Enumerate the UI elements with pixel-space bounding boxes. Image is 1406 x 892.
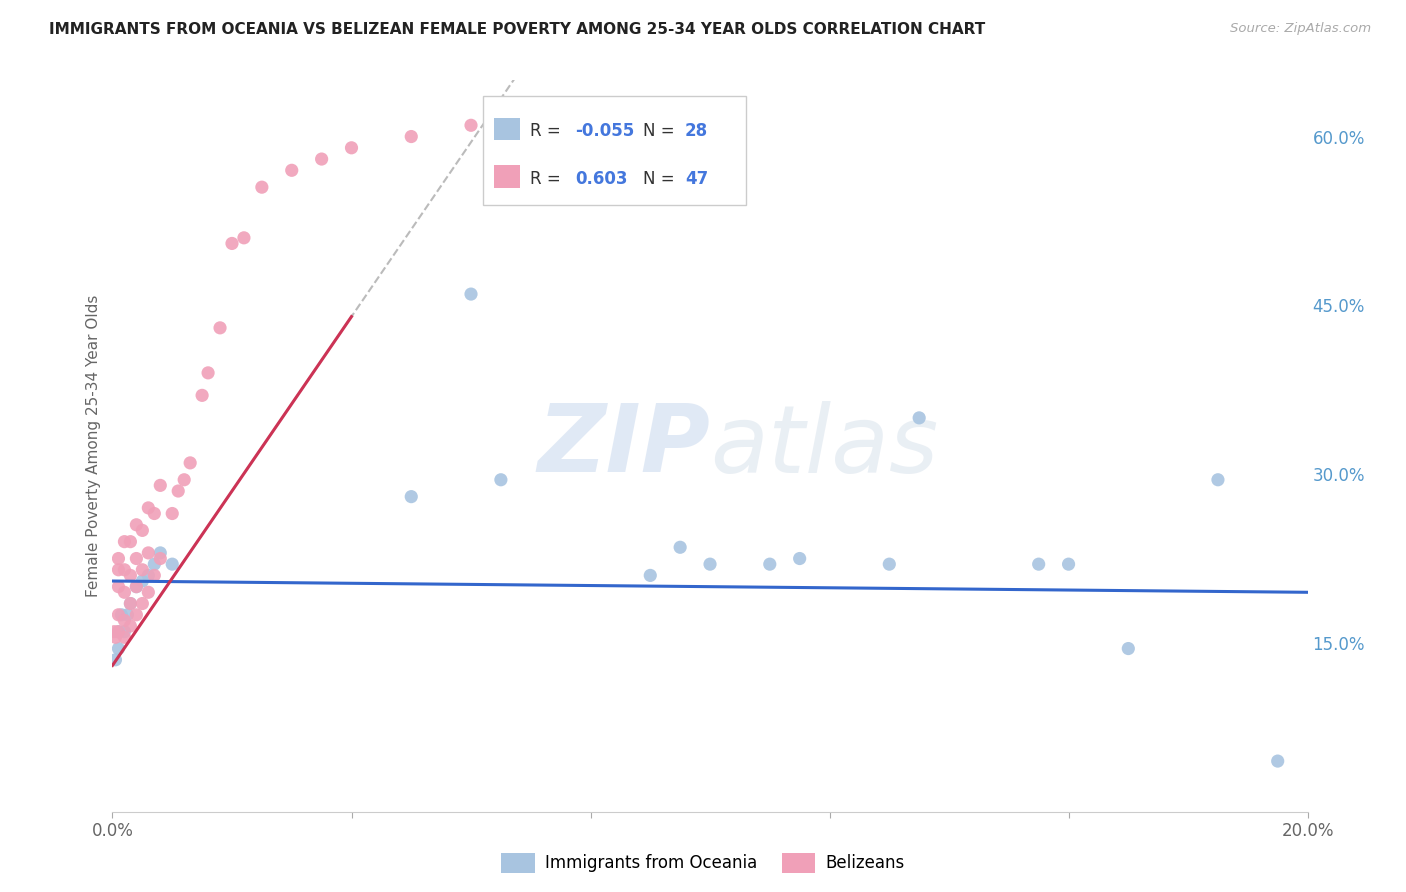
Point	[460, 118, 482, 132]
Point	[401, 129, 423, 144]
Point	[125, 580, 148, 594]
Y-axis label: Female Poverty Among 25-34 Year Olds: Female Poverty Among 25-34 Year Olds	[86, 295, 101, 597]
Text: N =: N =	[643, 170, 681, 188]
Point	[125, 607, 148, 622]
Point	[117, 607, 139, 622]
Point	[114, 534, 135, 549]
Point	[311, 152, 333, 166]
Point	[114, 624, 135, 639]
Text: Source: ZipAtlas.com: Source: ZipAtlas.com	[1230, 22, 1371, 36]
Point	[138, 500, 160, 515]
Point	[179, 456, 201, 470]
Point	[789, 551, 811, 566]
Point	[104, 653, 127, 667]
Point	[550, 141, 572, 155]
Point	[107, 580, 129, 594]
Point	[908, 410, 931, 425]
Point	[221, 236, 243, 251]
Point	[162, 557, 183, 571]
Point	[879, 557, 901, 571]
Text: 28: 28	[685, 122, 709, 140]
Point	[250, 180, 273, 194]
FancyBboxPatch shape	[494, 118, 520, 140]
Point	[669, 541, 692, 555]
Point	[107, 624, 129, 639]
Point	[149, 551, 172, 566]
Point	[759, 557, 782, 571]
Point	[460, 287, 482, 301]
Point	[131, 563, 153, 577]
Point	[138, 568, 160, 582]
Text: R =: R =	[530, 122, 565, 140]
Point	[114, 563, 135, 577]
Point	[125, 517, 148, 532]
Point	[233, 231, 256, 245]
Text: -0.055: -0.055	[575, 122, 634, 140]
Point	[114, 585, 135, 599]
Point	[125, 551, 148, 566]
Point	[1206, 473, 1229, 487]
Point	[114, 614, 135, 628]
Point	[107, 607, 129, 622]
Point	[640, 568, 662, 582]
Point	[103, 624, 125, 639]
Point	[120, 597, 142, 611]
Point	[401, 490, 423, 504]
Text: atlas: atlas	[710, 401, 938, 491]
Point	[131, 597, 153, 611]
Point	[699, 557, 721, 571]
Point	[197, 366, 219, 380]
FancyBboxPatch shape	[484, 96, 747, 204]
Point	[1267, 754, 1289, 768]
Point	[162, 507, 183, 521]
Text: 0.603: 0.603	[575, 170, 627, 188]
Point	[104, 630, 127, 644]
Text: 47: 47	[685, 170, 709, 188]
Point	[131, 574, 153, 588]
Point	[138, 546, 160, 560]
Point	[173, 473, 195, 487]
Point	[1118, 641, 1140, 656]
Legend: Immigrants from Oceania, Belizeans: Immigrants from Oceania, Belizeans	[495, 847, 911, 880]
Point	[120, 597, 142, 611]
Point	[489, 473, 512, 487]
Point	[1028, 557, 1050, 571]
Text: IMMIGRANTS FROM OCEANIA VS BELIZEAN FEMALE POVERTY AMONG 25-34 YEAR OLDS CORRELA: IMMIGRANTS FROM OCEANIA VS BELIZEAN FEMA…	[49, 22, 986, 37]
Point	[107, 641, 129, 656]
Point	[143, 507, 166, 521]
Point	[107, 551, 129, 566]
Point	[120, 619, 142, 633]
Text: N =: N =	[643, 122, 681, 140]
Point	[191, 388, 214, 402]
Point	[143, 568, 166, 582]
Point	[110, 607, 132, 622]
Point	[125, 580, 148, 594]
Text: ZIP: ZIP	[537, 400, 710, 492]
Point	[340, 141, 363, 155]
Point	[281, 163, 304, 178]
Point	[138, 585, 160, 599]
FancyBboxPatch shape	[494, 165, 520, 188]
Text: R =: R =	[530, 170, 571, 188]
Point	[120, 534, 142, 549]
Point	[114, 630, 135, 644]
Point	[107, 563, 129, 577]
Point	[120, 568, 142, 582]
Point	[149, 546, 172, 560]
Point	[131, 524, 153, 538]
Point	[149, 478, 172, 492]
Point	[107, 624, 129, 639]
Point	[209, 321, 232, 335]
Point	[167, 483, 190, 498]
Point	[1057, 557, 1080, 571]
Point	[143, 557, 166, 571]
